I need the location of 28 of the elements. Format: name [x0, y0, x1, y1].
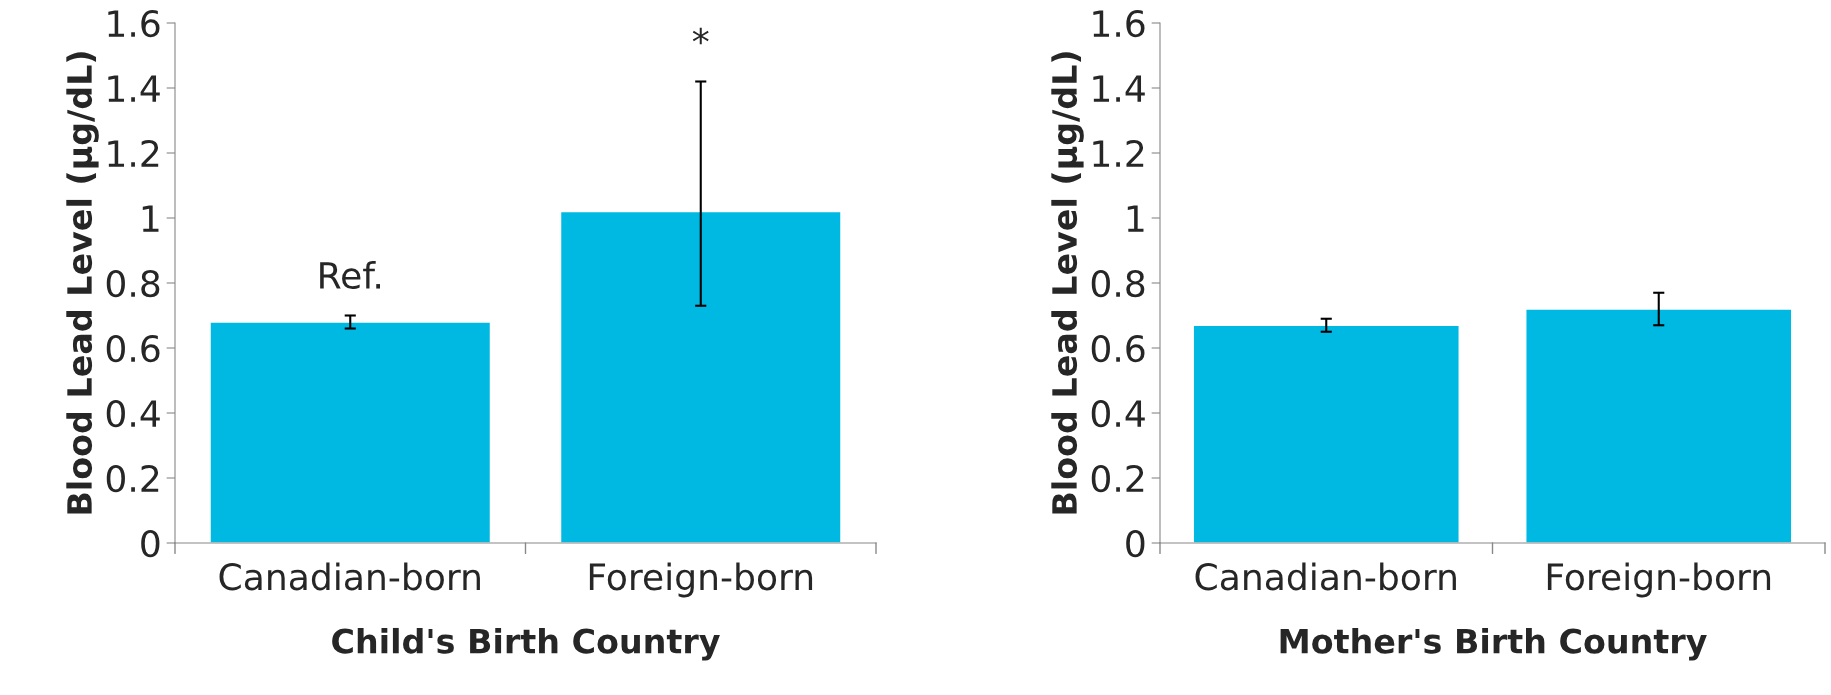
y-tick-label: 1.4	[1093, 75, 1145, 102]
y-tick-label: 0.6	[106, 334, 160, 363]
y-tick-label: 1	[1127, 205, 1144, 232]
y-tick-label: 0.4	[106, 399, 160, 428]
annotation: Ref.	[320, 261, 380, 290]
x-tick-label: Foreign-born	[589, 562, 813, 598]
y-tick-label: 0.8	[1091, 269, 1145, 298]
x-tick-label: Canadian-born	[1195, 562, 1456, 591]
y-tick-label: 1	[142, 205, 159, 232]
y-axis-title: Blood Lead Level (µg/dL)	[66, 52, 99, 514]
y-tick-label: 1.4	[108, 75, 160, 102]
y-tick-label: 0.6	[1091, 334, 1145, 363]
x-axis-title: Mother's Birth Country	[1280, 627, 1707, 661]
x-tick-label: Canadian-born	[219, 562, 480, 591]
y-tick-label: 1.2	[1093, 139, 1144, 167]
y-tick-label: 0.2	[106, 464, 159, 493]
y-tick-label: 0.2	[1091, 464, 1144, 493]
y-tick-label: 0	[141, 529, 160, 558]
y-tick-label: 0.8	[106, 269, 160, 298]
x-tick-label: Foreign-born	[1547, 562, 1771, 598]
annotation: *	[692, 27, 709, 45]
y-tick-label: 0	[1126, 529, 1145, 558]
y-tick-label: 1.6	[108, 9, 160, 38]
x-axis-title: Child's Birth Country	[332, 627, 720, 661]
y-tick-label: 0.4	[1091, 399, 1145, 428]
y-tick-label: 1.6	[1093, 9, 1145, 38]
y-axis-title: Blood Lead Level (µg/dL)	[1051, 52, 1084, 514]
y-tick-label: 1.2	[108, 139, 159, 167]
